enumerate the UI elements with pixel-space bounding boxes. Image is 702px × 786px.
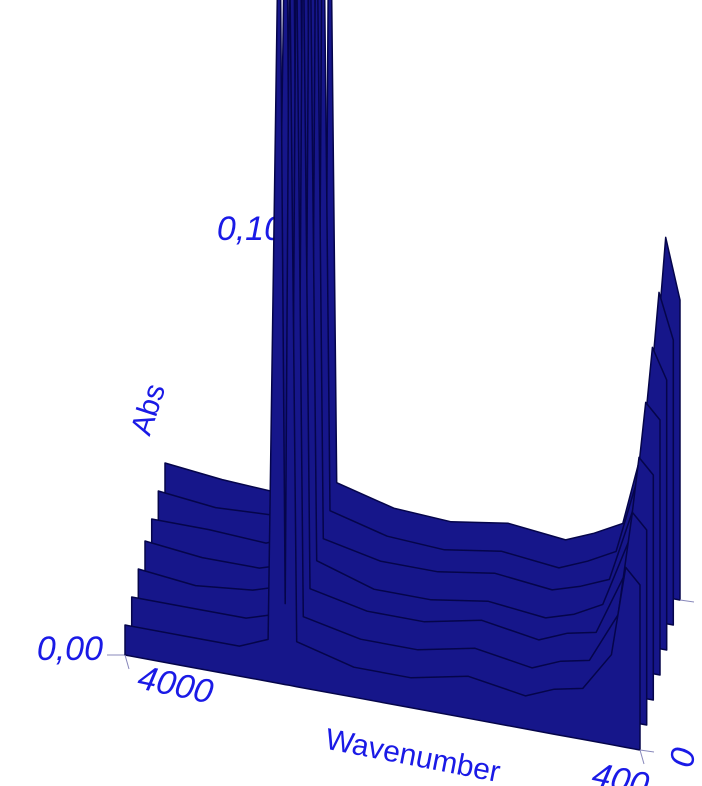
y-tick-label: 0 [663,745,702,770]
x-axis-label: Wavenumber [323,723,503,786]
z-tick-label: 0,00 [37,630,103,668]
surface-row [165,0,680,600]
z-axis-label: Abs [125,380,172,439]
x-tick [640,750,644,764]
x-tick [125,655,129,669]
y-tick [680,600,694,602]
y-tick [640,750,654,752]
page: 0,000,104000400030WavenumberAbs (() => {… [0,0,702,786]
chart: 0,000,104000400030WavenumberAbs [0,0,702,786]
